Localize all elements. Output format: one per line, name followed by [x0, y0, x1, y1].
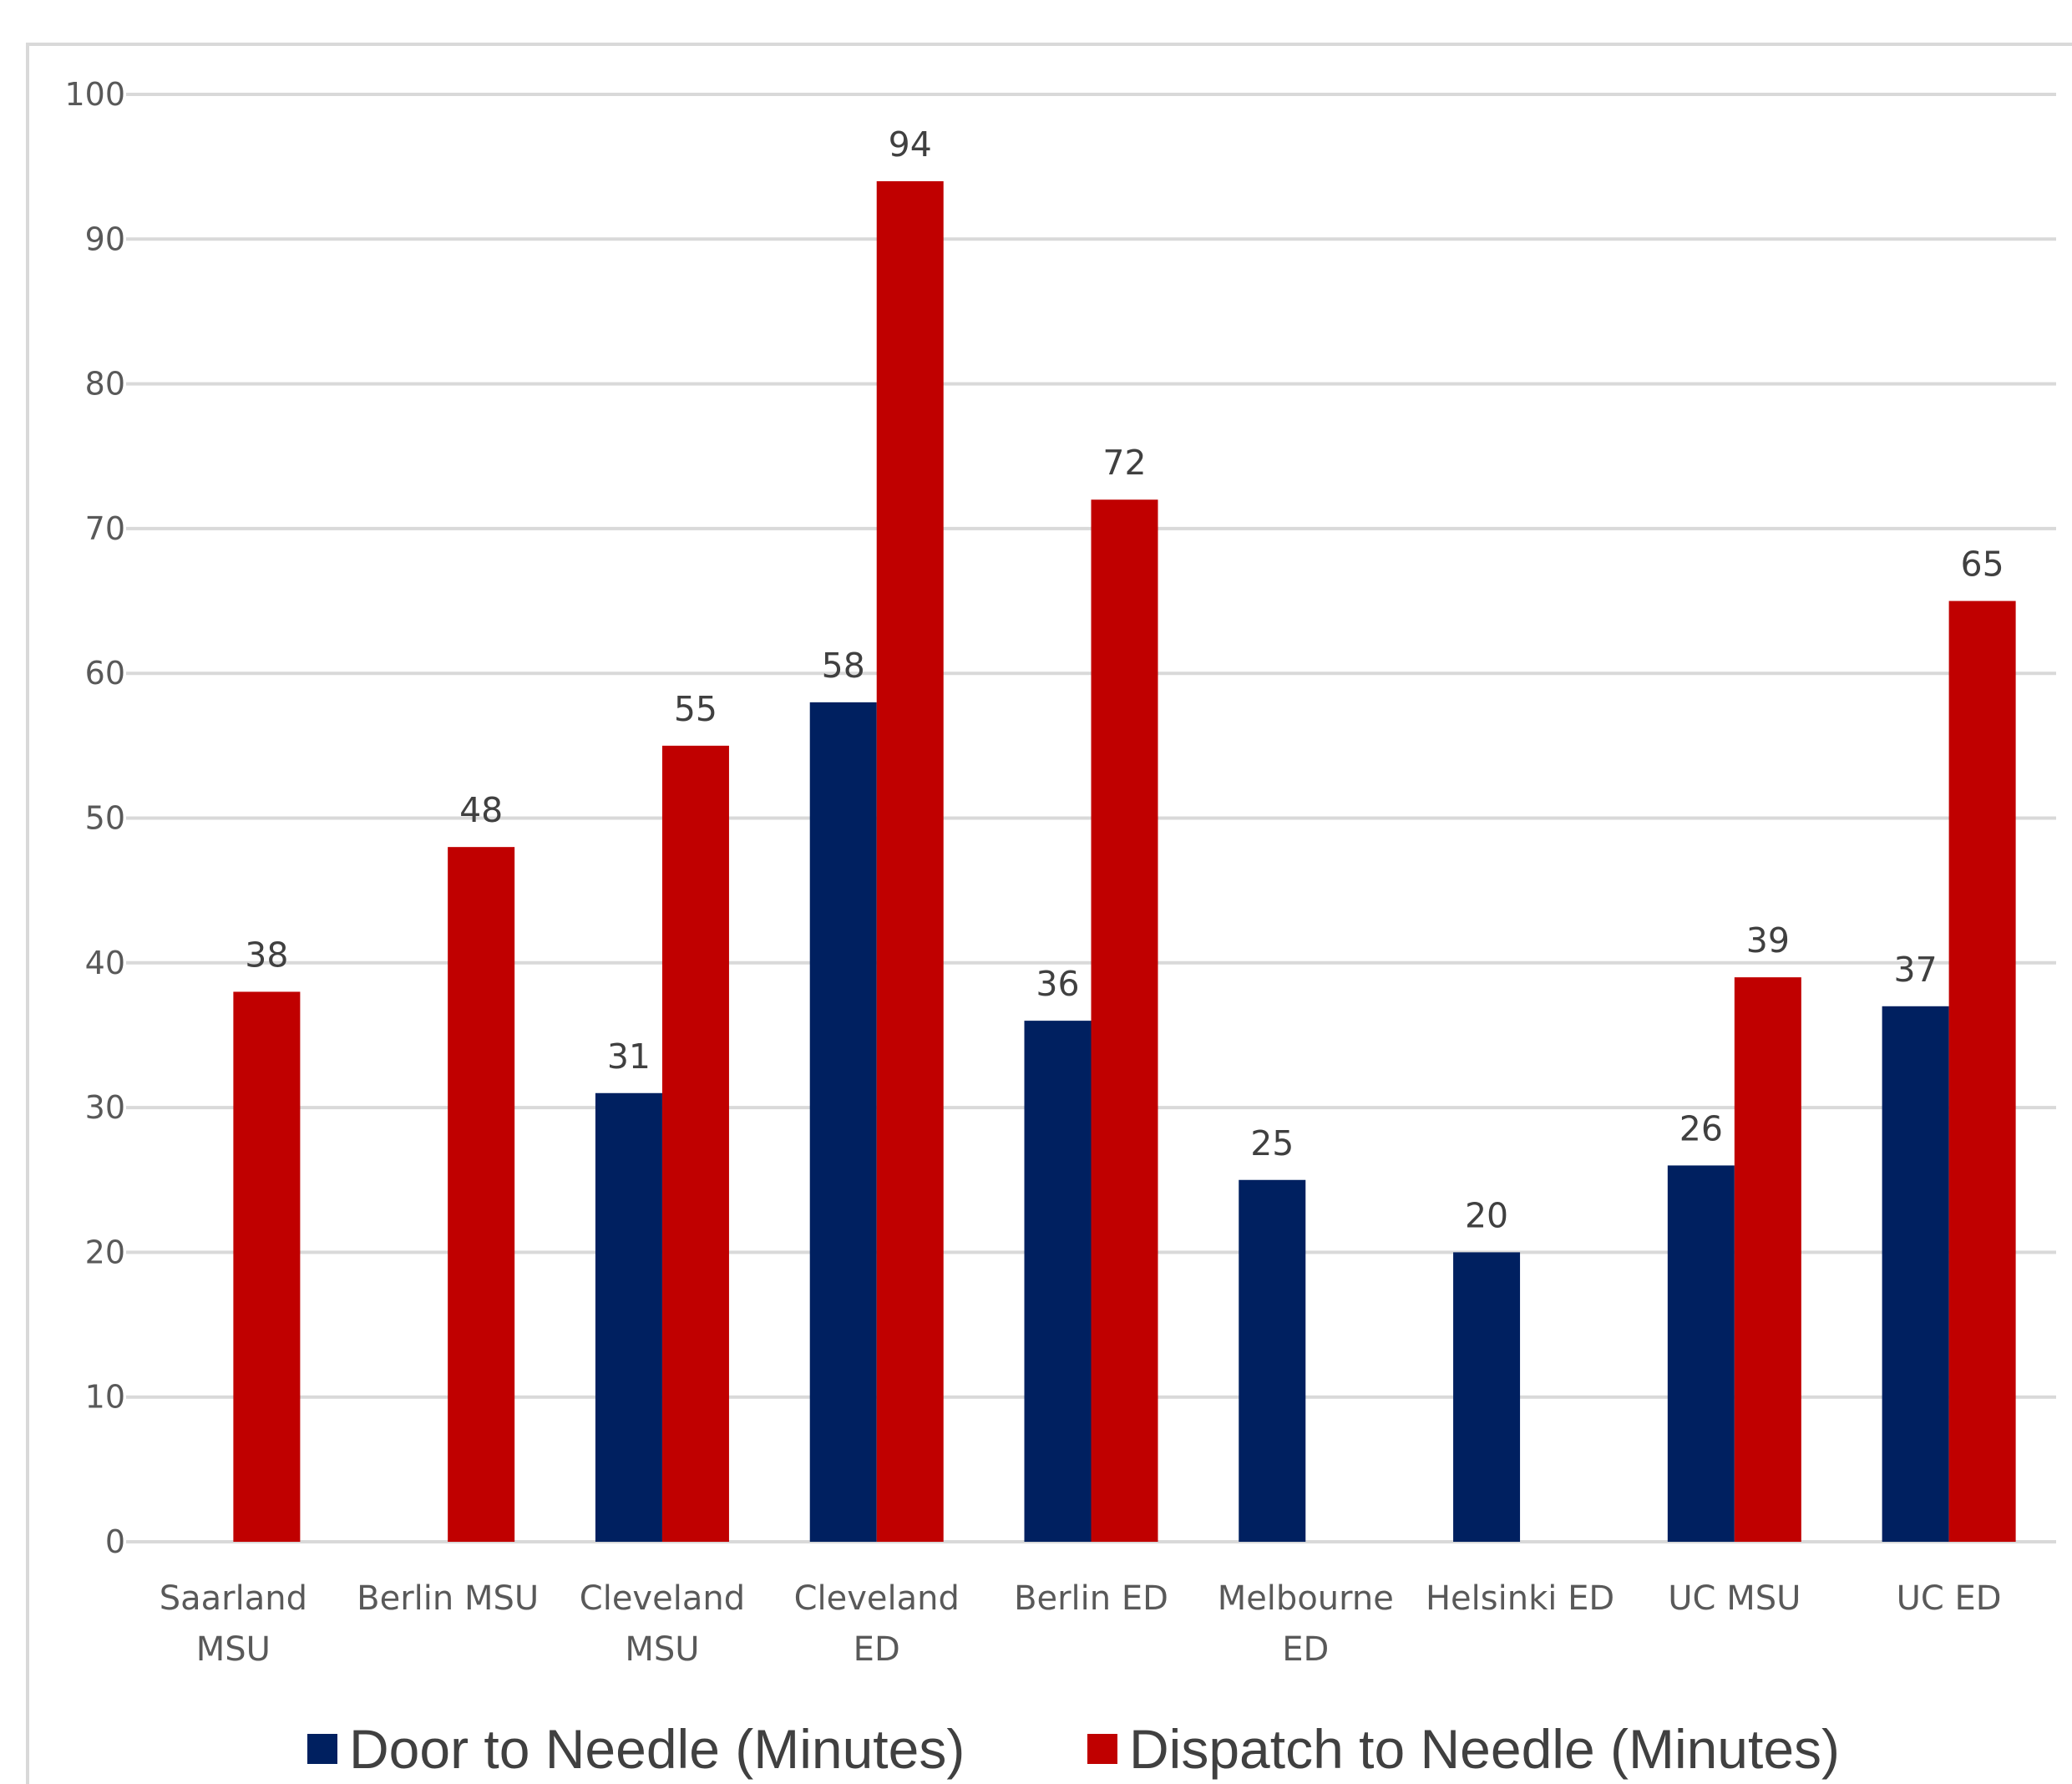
category-label: UC ED — [1897, 1579, 2002, 1618]
bars — [233, 180, 2016, 1543]
category-label: Berlin MSU — [357, 1579, 539, 1618]
bar-door-to-needle — [809, 702, 877, 1542]
data-label: 65 — [1961, 545, 2004, 585]
legend-label-door-to-needle: Door to Needle (Minutes) — [349, 1718, 965, 1780]
legend-label-dispatch-to-needle: Dispatch to Needle (Minutes) — [1129, 1718, 1840, 1780]
data-label: 31 — [607, 1036, 651, 1077]
bar-dispatch-to-needle — [1734, 977, 1801, 1542]
bar-door-to-needle — [1453, 1252, 1521, 1542]
y-tick-label: 20 — [85, 1234, 125, 1270]
bar-dispatch-to-needle — [1948, 601, 2016, 1542]
legend-swatch-dispatch-to-needle — [1087, 1734, 1117, 1764]
legend: Door to Needle (Minutes) Dispatch to Need… — [307, 1718, 1840, 1780]
category-label: Cleveland MSU — [580, 1579, 745, 1669]
bar-door-to-needle — [595, 1092, 662, 1542]
data-label: 48 — [459, 790, 503, 830]
category-label: Cleveland ED — [794, 1579, 960, 1669]
x-axis-category-labels: Saarland MSU Berlin MSU Cleveland MSU Clevela… — [160, 1579, 2002, 1669]
category-label: Berlin ED — [1014, 1579, 1168, 1618]
y-tick-label: 50 — [85, 800, 125, 837]
data-label: 36 — [1036, 964, 1079, 1004]
y-tick-label: 60 — [85, 655, 125, 692]
data-label: 26 — [1679, 1108, 1723, 1148]
category-label: UC MSU — [1668, 1579, 1801, 1618]
bar-dispatch-to-needle — [661, 745, 729, 1542]
bar-dispatch-to-needle — [448, 847, 515, 1542]
data-label: 58 — [822, 646, 865, 686]
data-label: 72 — [1102, 443, 1146, 483]
y-tick-label: 90 — [85, 220, 125, 257]
y-tick-label: 80 — [85, 366, 125, 403]
data-label: 25 — [1250, 1123, 1294, 1163]
data-label: 20 — [1465, 1195, 1508, 1235]
bar-door-to-needle — [1882, 1006, 1949, 1542]
bar-door-to-needle — [1239, 1179, 1306, 1542]
data-label: 39 — [1746, 920, 1790, 960]
y-axis-tick-labels: 0 10 20 30 40 50 60 70 80 90 100 — [64, 76, 125, 1560]
bar-dispatch-to-needle — [876, 180, 944, 1543]
category-label: Saarland MSU — [160, 1579, 307, 1669]
y-tick-label: 40 — [85, 945, 125, 981]
bar-door-to-needle — [1667, 1165, 1735, 1542]
y-tick-label: 0 — [105, 1523, 125, 1560]
data-labels: 38 48 31 55 58 94 36 72 25 20 26 39 37 65 — [245, 124, 2004, 1235]
data-label: 38 — [245, 935, 288, 975]
category-label: Helsinki ED — [1426, 1579, 1614, 1618]
y-tick-label: 100 — [64, 76, 125, 113]
data-label: 37 — [1894, 950, 1938, 990]
y-tick-label: 10 — [85, 1379, 125, 1416]
bar-dispatch-to-needle — [233, 991, 301, 1542]
bar-dispatch-to-needle — [1091, 499, 1158, 1542]
y-tick-label: 30 — [85, 1089, 125, 1126]
category-label: Melbourne ED — [1218, 1579, 1394, 1669]
y-tick-label: 70 — [85, 510, 125, 547]
data-label: 55 — [674, 689, 717, 729]
bar-door-to-needle — [1024, 1021, 1092, 1542]
data-label: 94 — [889, 124, 932, 165]
legend-swatch-door-to-needle — [307, 1734, 337, 1764]
